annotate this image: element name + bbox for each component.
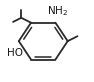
Text: HO: HO: [7, 48, 23, 58]
Text: NH$_2$: NH$_2$: [47, 4, 68, 18]
